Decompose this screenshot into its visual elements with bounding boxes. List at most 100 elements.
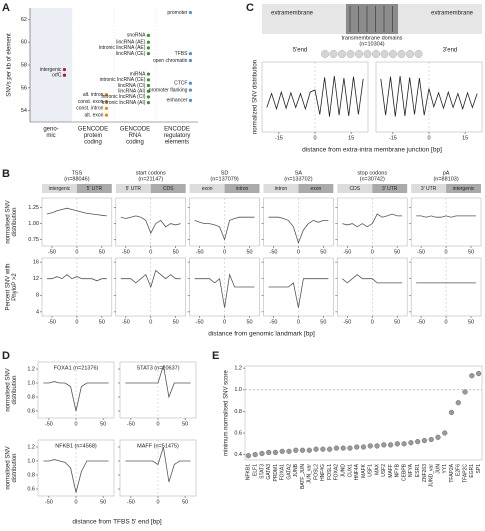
x-tick-label: 0 <box>313 135 316 141</box>
point <box>146 78 151 82</box>
region-label: CDS <box>350 186 361 192</box>
dot <box>286 448 292 454</box>
dot <box>381 442 387 448</box>
header-label: (n=10304) <box>359 41 384 47</box>
region-label: exon <box>310 186 321 192</box>
x-tick-label: 0 <box>427 135 430 141</box>
trace <box>416 215 476 218</box>
panel-letter: A <box>2 2 10 14</box>
x-tick-label: -50 <box>417 249 425 255</box>
dot <box>360 444 367 450</box>
x-tick-label: 0 <box>223 249 226 255</box>
x-tick-label: STAT3 <box>259 464 265 479</box>
x-tick-label: -50 <box>196 249 204 255</box>
landmark-label: SA <box>295 170 303 176</box>
dot <box>293 447 299 453</box>
y-tick-label: 54 <box>21 108 27 114</box>
x-tick-label: -15 <box>389 135 397 141</box>
x-tick-label: 0 <box>297 319 300 325</box>
dot <box>415 439 421 445</box>
region-bar <box>115 184 151 193</box>
x-tick-label: -50 <box>127 421 135 427</box>
point <box>146 72 151 76</box>
x-tick-label: 50 <box>246 249 252 255</box>
trace <box>194 273 255 308</box>
region-label: 3' UTR <box>421 186 437 192</box>
x-tick-label: -50 <box>269 319 277 325</box>
y-tick-label: 0.75 <box>28 237 39 243</box>
x-tick-label: USF2 <box>381 464 387 477</box>
trace <box>120 215 181 235</box>
x-tick-label: PRDM1 <box>273 464 279 482</box>
x-tick-label: -50 <box>45 499 53 505</box>
x-tick-label: -50 <box>48 319 56 325</box>
point <box>62 67 67 72</box>
x-tick-label: 50 <box>173 249 179 255</box>
x-tick-label: TFAP2A <box>449 463 455 482</box>
point-label: TFBS <box>175 51 188 57</box>
bead <box>397 50 406 59</box>
group-label: regulatory <box>164 133 191 139</box>
bead <box>389 50 398 59</box>
x-tick-label: -50 <box>127 499 135 505</box>
y-axis-label: distribution <box>12 207 18 236</box>
region-label: intron <box>275 186 288 192</box>
bead <box>329 50 338 59</box>
x-tick-label: MAFK <box>361 463 367 478</box>
point-label: intronic lincRNA (AE) <box>99 45 146 51</box>
group-label: coding <box>126 140 144 146</box>
trace <box>380 75 478 117</box>
y-axis-label: normalized SNV distribution <box>253 60 259 134</box>
dot <box>476 370 482 377</box>
x-tick-label: 0 <box>156 499 159 505</box>
panel-letter: E <box>212 350 219 362</box>
bead <box>372 50 381 59</box>
header-label: extramembrane <box>271 11 314 17</box>
x-tick-label: JUND <box>341 464 347 478</box>
x-tick-label: 0 <box>223 319 226 325</box>
landmark-label: SD <box>221 170 229 176</box>
group-label: coding <box>84 140 102 146</box>
y-tick-label: 1.2 <box>234 366 242 372</box>
y-tick-label: 4 <box>36 309 39 315</box>
x-tick-label: GATA2 <box>286 464 292 480</box>
point <box>104 93 109 97</box>
x-tick-label: 50 <box>99 319 105 325</box>
landmark-label: (n=133702) <box>284 176 312 182</box>
x-tick-label: 50 <box>100 499 106 505</box>
dot <box>299 447 306 453</box>
point <box>188 98 193 102</box>
x-tick-label: MAX <box>374 463 380 475</box>
group-label: ENCODE <box>164 127 190 133</box>
region-bar <box>224 184 260 193</box>
x-tick-label: 50 <box>246 319 252 325</box>
point <box>62 73 67 77</box>
point <box>146 33 151 37</box>
y-tick-label: 56 <box>21 85 27 91</box>
point-label: intronic lncRNA (AI) <box>102 100 146 106</box>
point-label: promoter flanking <box>149 87 188 93</box>
point-label: lincRNA (AE) <box>116 40 146 46</box>
x-tick-label: GATA3 <box>266 464 272 480</box>
genomic-shade <box>30 8 72 122</box>
dot <box>347 445 353 451</box>
x-tick-label: -50 <box>45 421 53 427</box>
bead <box>338 50 347 59</box>
x-tick-label: 0 <box>371 319 374 325</box>
dot <box>245 453 251 459</box>
end-label: 5'end <box>293 48 308 54</box>
x-tick-label: 50 <box>182 421 188 427</box>
point <box>146 89 151 93</box>
x-axis-label: distance from genomic landmark [bp] <box>208 331 315 338</box>
x-tick-label: -50 <box>269 249 277 255</box>
x-tick-label: 0 <box>74 499 77 505</box>
x-tick-label: FOXA1 <box>280 464 286 481</box>
x-tick-label: 50 <box>100 421 106 427</box>
dot <box>367 443 373 449</box>
region-bar <box>263 184 299 193</box>
group-label: mic <box>46 133 55 139</box>
bead <box>363 50 372 59</box>
x-tick-label: JUNB <box>293 463 299 477</box>
trace <box>43 459 109 493</box>
